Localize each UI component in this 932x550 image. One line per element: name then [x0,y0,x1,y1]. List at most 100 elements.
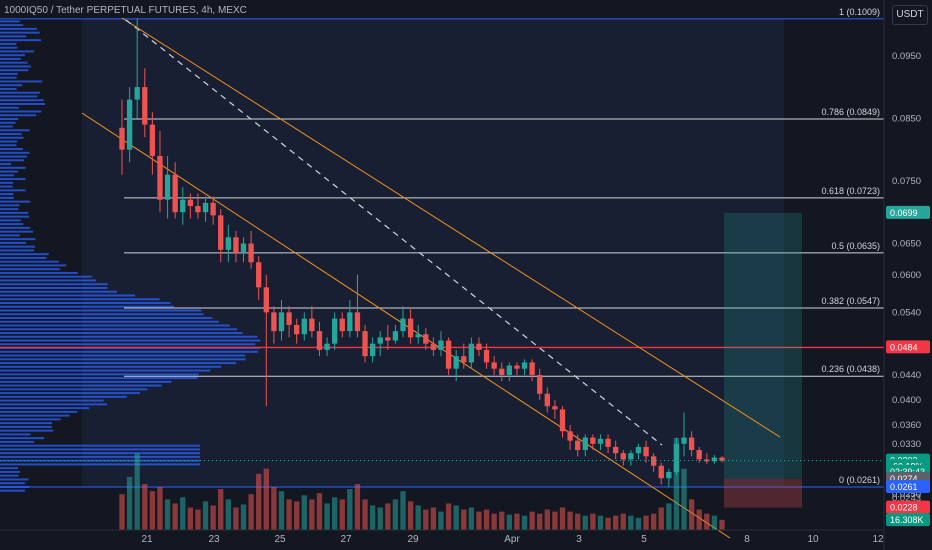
volume-bar [286,499,291,530]
volume-bar [173,503,178,530]
volume-bar [681,469,686,530]
volume-profile-bar [0,411,77,413]
price-tag: 0.0699 [886,206,930,219]
volume-profile-bar [0,490,25,492]
volume-profile-bar [0,77,17,79]
volume-profile-bar [0,107,19,109]
x-tick-label: 10 [807,534,819,545]
volume-bar [621,514,626,530]
volume-bar [552,512,557,530]
volume-bar [127,477,132,530]
volume-bar [575,514,580,530]
volume-bar [529,512,534,530]
volume-bar [469,508,474,530]
currency-button[interactable]: USDT [892,5,928,25]
volume-profile-bar [0,433,31,435]
fib-label: 0.786 (0.0849) [821,107,880,117]
volume-profile-bar [0,182,13,184]
volume-profile-bar [0,325,230,327]
volume-bar [461,510,466,530]
volume-bar [484,510,489,530]
target-zone [724,213,802,479]
volume-profile-bar [0,238,35,240]
volume-profile-bar [0,249,34,251]
volume-profile-bar [0,39,41,41]
volume-profile-bar [0,62,28,64]
volume-profile-bar [0,276,92,278]
volume-profile-bar [0,122,16,124]
volume-bar [355,484,360,530]
y-tick-label: 0.0950 [892,51,921,62]
price-tag-text: 0.0484 [890,342,918,352]
volume-bar [423,510,428,530]
volume-profile-bar [0,478,28,480]
x-tick-label: 25 [274,534,286,545]
volume-profile-bar [0,148,23,150]
volume-profile-bar [0,204,19,206]
volume-profile-bar [0,197,14,199]
volume-profile-bar [0,422,52,424]
volume-profile-bar [0,152,30,154]
x-tick-label: 5 [641,534,647,545]
chart-title: 1000IQ50 / Tether PERPETUAL FUTURES, 4h,… [4,5,247,16]
y-tick-label: 0.0400 [892,395,921,406]
volume-profile-bar [0,355,245,357]
volume-profile-bar [0,43,16,45]
volume-profile-bar [0,291,117,293]
volume-bar [332,497,337,530]
volume-profile-bar [0,88,17,90]
volume-profile-bar [0,309,201,311]
volume-bar [165,499,170,530]
volume-bar [689,499,694,530]
volume-profile-bar [0,448,200,450]
volume-bar [476,512,481,530]
volume-profile-bar [0,452,200,454]
volume-profile-bar [0,227,30,229]
volume-profile-bar [0,456,200,458]
volume-profile-bar [0,403,107,405]
volume-profile-bar [0,268,60,270]
volume-profile-bar [0,396,127,398]
volume-profile-bar [0,129,30,131]
volume-profile-bar [0,407,89,409]
x-tick-label: 12 [872,534,884,545]
volume-profile-bar [0,298,160,300]
volume-profile-bar [0,163,11,165]
volume-profile-bar [0,189,26,191]
stop-zone [724,479,802,508]
volume-bar [241,504,246,530]
volume-profile-bar [0,463,200,465]
volume-bar [340,499,345,530]
volume-bar [324,503,329,530]
volume-profile-bar [0,370,210,372]
volume-bar [362,499,367,530]
volume-profile-bar [0,174,14,176]
volume-bar [522,516,527,530]
volume-profile-bar [0,178,25,180]
fib-label: 0 (0.0261) [839,475,880,485]
volume-profile-bar [0,73,18,75]
volume-bar [309,499,314,530]
volume-profile-bar [0,332,242,334]
volume-profile-bar [0,47,17,49]
volume-profile-bar [0,50,34,52]
volume-profile-bar [0,279,96,281]
volume-profile-bar [0,388,147,390]
volume-bar [567,512,572,530]
volume-profile-bar [0,234,20,236]
volume-profile-bar [0,223,23,225]
volume-bar [302,495,307,530]
x-tick-label: 3 [576,534,582,545]
volume-bar [271,487,276,530]
volume-profile-bar [0,126,13,128]
volume-bar [142,484,147,530]
volume-profile-bar [0,208,18,210]
volume-profile-bar [0,385,162,387]
volume-bar [545,510,550,530]
x-tick-label: 8 [744,534,750,545]
volume-profile-bar [0,415,70,417]
volume-bar [385,503,390,530]
volume-bar [264,469,269,530]
volume-profile-bar [0,343,255,345]
